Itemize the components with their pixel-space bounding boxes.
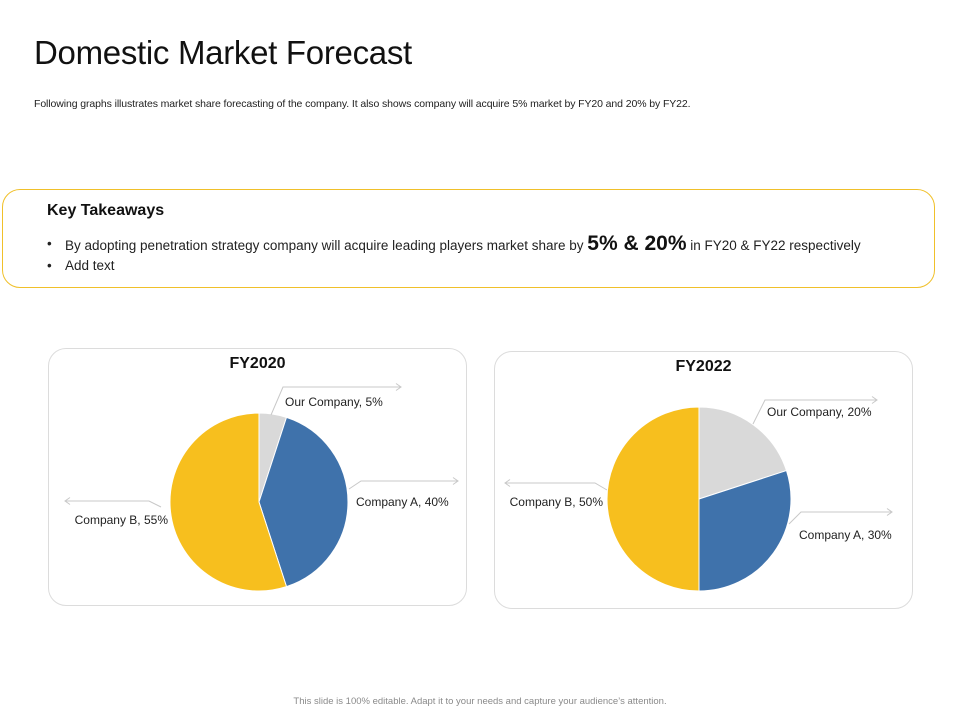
takeaways-heading: Key Takeaways <box>47 202 165 219</box>
takeaway-text-end: in FY20 & FY22 respectively <box>686 238 861 253</box>
leader-arrow-icon <box>452 477 459 485</box>
pie-slice-our-company <box>698 406 788 500</box>
key-takeaways-box: Key Takeaways By adopting penetration st… <box>2 189 935 288</box>
leader-line <box>788 511 892 525</box>
leader-line <box>65 500 162 508</box>
pie-slice-company-b <box>606 406 700 592</box>
leader-arrow-icon <box>64 497 71 505</box>
pie-data-label: Company A, 40% <box>356 495 449 509</box>
leader-arrow-icon <box>871 396 878 404</box>
pie-data-label: Company B, 55% <box>75 513 169 527</box>
takeaway-item: By adopting penetration strategy company… <box>47 232 861 256</box>
takeaway-text: Add text <box>65 258 115 273</box>
takeaway-item: Add text <box>47 256 861 276</box>
pie-data-label: Company B, 50% <box>510 495 604 509</box>
leader-line <box>348 480 458 490</box>
pie-slice-company-a <box>258 416 349 588</box>
leader-line <box>270 386 401 416</box>
leader-arrow-icon <box>886 508 893 516</box>
page-subtitle: Following graphs illustrates market shar… <box>34 98 691 110</box>
chart-panel-fy2022: FY2022 Our Company, 20% Company A, 30% Com… <box>494 351 913 609</box>
chart-title: FY2022 <box>675 358 732 375</box>
pie-chart-fy2020: Our Company, 5% Company A, 40% Company B, … <box>64 383 459 592</box>
leader-arrow-icon <box>395 383 402 391</box>
takeaway-text: By adopting penetration strategy company… <box>65 238 588 253</box>
pie-data-label: Our Company, 20% <box>767 405 872 419</box>
takeaways-list: By adopting penetration strategy company… <box>47 232 861 276</box>
pie-chart-fy2022: Our Company, 20% Company A, 30% Company B,… <box>504 396 893 592</box>
leader-line <box>752 399 877 425</box>
leader-arrow-icon <box>504 479 511 487</box>
pie-data-label: Company A, 30% <box>799 528 892 542</box>
leader-line <box>505 482 608 491</box>
pie-data-label: Our Company, 5% <box>285 395 383 409</box>
page-title: Domestic Market Forecast <box>34 34 412 71</box>
chart-title: FY2020 <box>229 355 286 372</box>
footer-note: This slide is 100% editable. Adapt it to… <box>293 696 667 707</box>
chart-panel-fy2020: FY2020 Our Company, 5% Company A, 40% Comp… <box>48 348 467 606</box>
pie-slice-company-a <box>698 469 792 592</box>
takeaway-highlight: 5% & 20% <box>587 232 687 255</box>
pie-slice-company-b <box>169 412 288 592</box>
